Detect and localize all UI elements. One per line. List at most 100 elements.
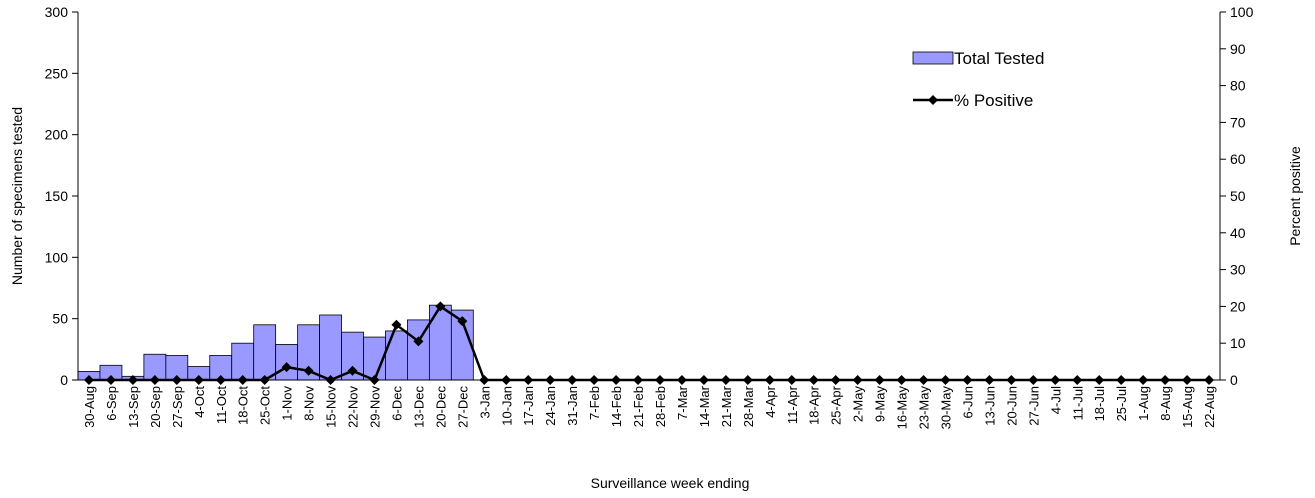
- x-tick-label: 31-Jan: [565, 386, 580, 426]
- y2-tick-label: 90: [1230, 41, 1246, 57]
- legend-swatch: [912, 51, 954, 65]
- x-tick-label: 6-Dec: [389, 386, 404, 421]
- x-tick-label: 22-Nov: [346, 386, 361, 428]
- marker: [918, 375, 929, 385]
- marker: [984, 375, 995, 385]
- legend-marker: [928, 95, 938, 105]
- y-tick-label: 100: [45, 249, 69, 265]
- marker: [962, 375, 973, 385]
- marker: [523, 375, 534, 385]
- x-tick-label: 27-Jun: [1026, 386, 1041, 426]
- marker: [676, 375, 687, 385]
- x-tick-label: 1-Aug: [1136, 386, 1151, 421]
- marker: [545, 375, 556, 385]
- marker: [237, 375, 248, 385]
- marker: [193, 375, 204, 385]
- x-tick-label: 29-Nov: [367, 386, 382, 428]
- marker: [786, 375, 797, 385]
- marker: [501, 375, 512, 385]
- x-tick-label: 13-Dec: [411, 386, 426, 428]
- x-tick-label: 4-Apr: [763, 385, 778, 417]
- marker: [698, 375, 709, 385]
- x-tick-label: 11-Apr: [785, 385, 800, 424]
- marker: [149, 375, 160, 385]
- marker: [874, 375, 885, 385]
- y2-tick-label: 100: [1230, 4, 1254, 20]
- y2-tick-label: 30: [1230, 262, 1246, 278]
- bar: [319, 314, 342, 381]
- marker: [391, 319, 402, 330]
- marker: [1050, 375, 1061, 385]
- x-tick-label: 2-May: [851, 386, 866, 423]
- x-tick-label: 6-Jun: [960, 386, 975, 419]
- x-tick-label: 24-Jan: [543, 386, 558, 426]
- x-tick-label: 28-Feb: [653, 386, 668, 427]
- marker: [1182, 375, 1193, 385]
- marker: [259, 375, 270, 385]
- marker: [457, 316, 468, 327]
- marker: [1094, 375, 1105, 385]
- marker: [720, 375, 731, 385]
- y2-tick-label: 50: [1230, 188, 1246, 204]
- x-tick-label: 4-Oct: [192, 386, 207, 418]
- legend-label: % Positive: [954, 91, 1033, 110]
- x-tick-label: 16-May: [895, 386, 910, 430]
- marker: [303, 365, 314, 376]
- x-tick-label: 11-Jul: [1070, 386, 1085, 421]
- x-tick-label: 20-Jun: [1004, 386, 1019, 426]
- x-tick-label: 9-May: [873, 386, 888, 423]
- marker: [742, 375, 753, 385]
- marker: [105, 375, 116, 385]
- y2-tick-label: 20: [1230, 298, 1246, 314]
- marker: [567, 375, 578, 385]
- marker: [127, 375, 138, 385]
- x-tick-label: 25-Apr: [829, 385, 844, 425]
- y-axis-label: Number of specimens tested: [9, 107, 25, 285]
- x-tick-label: 10-Jan: [499, 386, 514, 426]
- marker: [215, 375, 226, 385]
- x-tick-label: 7-Mar: [675, 385, 690, 420]
- marker: [808, 375, 819, 385]
- marker: [830, 375, 841, 385]
- x-tick-label: 18-Oct: [236, 386, 251, 425]
- y-tick-label: 300: [45, 4, 69, 20]
- marker: [1028, 375, 1039, 385]
- marker: [896, 375, 907, 385]
- x-tick-label: 14-Feb: [609, 386, 624, 427]
- x-tick-label: 11-Oct: [214, 386, 229, 424]
- x-tick-label: 17-Jan: [521, 386, 536, 426]
- legend-label: Total Tested: [954, 49, 1044, 68]
- marker: [479, 375, 490, 385]
- x-axis-label: Surveillance week ending: [591, 475, 750, 491]
- x-tick-label: 14-Mar: [697, 385, 712, 427]
- marker: [347, 365, 358, 376]
- marker: [281, 362, 292, 373]
- marker: [171, 375, 182, 385]
- marker: [852, 375, 863, 385]
- marker: [435, 301, 446, 312]
- y2-tick-label: 40: [1230, 225, 1246, 241]
- bar: [385, 330, 408, 381]
- x-tick-label: 4-Jul: [1048, 386, 1063, 414]
- marker: [413, 336, 424, 347]
- x-tick-label: 22-Aug: [1202, 386, 1217, 428]
- y2-axis-label: Percent positive: [1287, 146, 1303, 246]
- marker: [633, 375, 644, 385]
- x-tick-label: 15-Aug: [1180, 386, 1195, 428]
- x-tick-label: 28-Mar: [741, 385, 756, 427]
- x-tick-label: 27-Sep: [170, 386, 185, 428]
- x-tick-label: 8-Nov: [302, 386, 317, 421]
- x-tick-label: 21-Mar: [719, 385, 734, 427]
- y2-tick-label: 60: [1230, 151, 1246, 167]
- marker: [1116, 375, 1127, 385]
- x-tick-label: 20-Dec: [433, 386, 448, 428]
- y-tick-label: 50: [52, 311, 68, 327]
- x-tick-label: 21-Feb: [631, 386, 646, 427]
- x-tick-label: 7-Feb: [587, 386, 602, 420]
- y-tick-label: 150: [45, 188, 69, 204]
- y2-tick-label: 0: [1230, 372, 1238, 388]
- x-tick-label: 6-Sep: [104, 386, 119, 421]
- y-tick-label: 200: [45, 127, 69, 143]
- x-tick-label: 13-Jun: [982, 386, 997, 426]
